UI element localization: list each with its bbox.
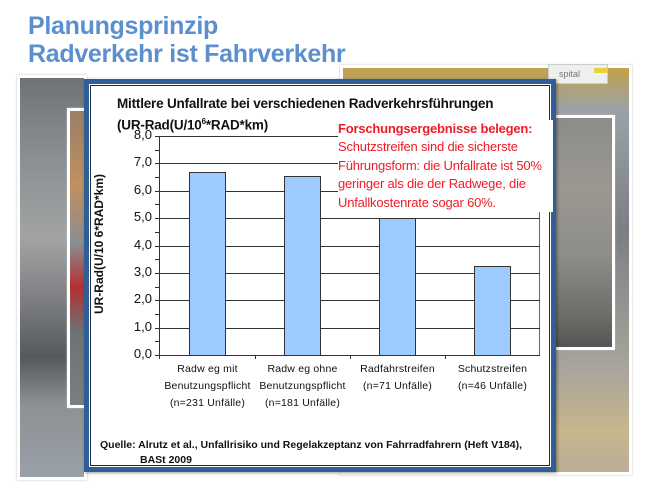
street-photo-right-front (545, 115, 615, 350)
gridline (160, 245, 540, 247)
source-citation: Quelle: Alrutz et al., Unfallrisiko und … (100, 438, 522, 468)
y-tick (155, 300, 160, 302)
sign-yellow-marker (594, 68, 608, 73)
x-tick (445, 355, 446, 359)
y-tick-label: 8,0 (133, 127, 152, 142)
y-tick-label: 6,0 (133, 181, 152, 197)
y-tick (155, 245, 160, 247)
y-tick (155, 163, 160, 165)
y-minor-tick (155, 231, 160, 233)
y-minor-tick (155, 313, 160, 315)
chart-subtitle: (UR-Rad(U/106*RAD*km) (117, 117, 269, 133)
chart-title: Mittlere Unfallrate bei verschiedenen Ra… (117, 95, 493, 135)
bar (474, 266, 511, 355)
source-line1: Quelle: Alrutz et al., Unfallrisiko und … (100, 439, 523, 451)
gridline (160, 218, 540, 220)
research-note-heading: Forschungsergebnisse belegen: (338, 121, 533, 136)
y-minor-tick (155, 149, 160, 151)
y-tick-label: 0,0 (133, 346, 152, 361)
slide-title-line1: Planungsprinzip (28, 12, 218, 40)
y-tick-label: 5,0 (133, 209, 152, 225)
slide-title-line2: Radverkehr ist Fahrverkehr (28, 40, 346, 68)
y-tick (155, 272, 160, 274)
y-tick (155, 327, 160, 329)
y-minor-tick (155, 341, 160, 343)
y-tick (155, 218, 160, 220)
y-tick-label: 4,0 (133, 236, 152, 252)
research-note-body: Schutzstreifen sind die sicherste Führun… (338, 139, 542, 210)
bar (189, 171, 226, 355)
x-category-label: Radw eg ohne Benutzungspflicht (n=181 Unfä… (259, 363, 346, 409)
y-axis-title: UR-Rad(U/10 6*RAD*km) (92, 173, 106, 315)
y-tick (155, 136, 160, 137)
y-tick-label: 1,0 (133, 318, 152, 334)
x-tick (350, 355, 351, 359)
x-category-label: Schutzstreifen (n=46 Unfälle) (457, 363, 528, 392)
y-tick (155, 190, 160, 192)
y-minor-tick (155, 204, 160, 206)
plot-area: 8,0 7,0 6,0 5,0 4,0 3,0 2,0 1,0 0,0 (134, 128, 540, 361)
x-tick (159, 355, 160, 359)
gridline (160, 327, 540, 329)
x-tick (255, 355, 256, 359)
bar (284, 175, 321, 355)
research-note: Forschungsergebnisse belegen: Schutzstre… (338, 120, 553, 213)
y-minor-tick (155, 177, 160, 179)
chart-title-main: Mittlere Unfallrate bei verschiedenen Ra… (117, 96, 494, 111)
y-minor-tick (155, 286, 160, 288)
x-category-label: Radfahrstreifen (n=71 Unfälle) (360, 363, 435, 392)
gridline (160, 300, 540, 302)
y-tick-label: 3,0 (133, 263, 152, 279)
gridline (160, 272, 540, 274)
bar (379, 218, 416, 355)
hospital-sign: spital (548, 64, 608, 84)
y-tick-label: 2,0 (133, 291, 152, 307)
y-tick (155, 355, 160, 356)
y-minor-tick (155, 259, 160, 261)
y-tick-label: 7,0 (133, 154, 152, 170)
source-line2: BASt 2009 (140, 454, 192, 466)
x-category-label: Radw eg mit Benutzungspflicht (n=231 Unfäl… (164, 363, 251, 409)
